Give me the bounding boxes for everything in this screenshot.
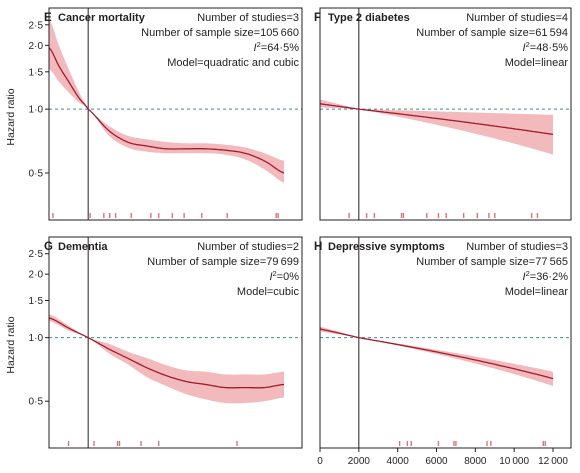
panel-h-annotation: Number of sample size=77 565 — [416, 256, 568, 268]
panel-h-curve — [319, 328, 554, 380]
panel-h-x-tick-label: 6000 — [425, 456, 448, 467]
panel-g-y-tick-label: 1·0 — [29, 333, 44, 344]
panel-h-x-tick-label: 8000 — [464, 456, 487, 467]
panel-g-curve — [48, 317, 285, 389]
panel-h-annotation: Model=linear — [505, 286, 569, 298]
panel-h-x-tick-label: 2000 — [348, 456, 371, 467]
panel-h-confidence-band — [320, 326, 553, 386]
panel-g-frame — [48, 236, 303, 449]
panel-e-frame — [48, 7, 303, 221]
panel-h-letter: H — [314, 241, 322, 253]
panel-g-annotation: Number of studies=2 — [197, 241, 299, 253]
panel-f: F Type 2 diabetes Number of studies=4 Numbe… — [314, 7, 572, 221]
panel-e-confidence-band — [49, 19, 284, 183]
panel-g-letter: G — [44, 241, 53, 253]
panel-h-x-tick-label: 10 000 — [499, 456, 529, 467]
panel-g-title: Dementia — [58, 241, 108, 253]
panel-e-curve — [48, 47, 285, 174]
panel-g: 0·5 1·0 1·5 2·0 2·5G Dementia Number of studie… — [29, 236, 303, 449]
panel-e: 0·5 1·0 1·5 2·0 2·5E Cancer mortality Number o… — [29, 7, 303, 221]
panel-g-y-tick-label: 2·5 — [29, 249, 44, 260]
panel-f-curve — [319, 103, 554, 136]
panel-g-y-tick-label: 2·0 — [29, 270, 44, 281]
panel-h: 0 2000 4000 6000 8000 10 000 12 000 H Depressive… — [314, 236, 572, 467]
panel-e-y-tick-label: 1·5 — [29, 67, 44, 78]
panel-h-x-tick-label: 0 — [317, 456, 323, 467]
panel-g-annotation: Model=cubic — [237, 286, 300, 298]
panel-e-annotation: Number of sample size=105 660 — [141, 27, 299, 39]
y-axis-title-bottom: Hazard ratio — [5, 316, 17, 373]
panel-e-annotation: Model=quadratic and cubic — [167, 57, 299, 69]
panel-f-annotation: I2=48·5% — [523, 40, 569, 54]
panel-e-letter: E — [44, 12, 52, 24]
panel-f-annotation: Model=linear — [505, 57, 569, 69]
panel-h-x-tick-label: 12 000 — [538, 456, 568, 467]
panel-f-confidence-band — [320, 99, 553, 155]
panel-f-title: Type 2 diabetes — [328, 12, 410, 24]
panel-g-confidence-band — [49, 314, 284, 404]
panel-h-x-tick-label: 4000 — [387, 456, 410, 467]
y-axis-title-top: Hazard ratio — [5, 88, 17, 145]
panel-g-annotation: Number of sample size=79 699 — [147, 256, 299, 268]
panel-e-y-tick-label: 0·5 — [29, 168, 44, 179]
panel-h-annotation: I2=36·2% — [523, 269, 569, 283]
panel-f-frame — [319, 7, 572, 221]
panel-e-title: Cancer mortality — [58, 12, 146, 24]
panel-h-title: Depressive symptoms — [328, 241, 445, 253]
panel-h-annotation: Number of studies=3 — [466, 241, 568, 253]
panel-f-annotation: Number of studies=4 — [466, 12, 568, 24]
panel-e-y-tick-label: 2·0 — [29, 41, 44, 52]
panel-g-y-tick-label: 0·5 — [29, 397, 44, 408]
panel-h-frame — [319, 236, 572, 449]
panel-e-y-tick-label: 1·0 — [29, 105, 44, 116]
panel-e-annotation: Number of studies=3 — [197, 12, 299, 24]
panel-f-annotation: Number of sample size=61 594 — [416, 27, 568, 39]
panel-e-annotation: I2=64·5% — [254, 40, 300, 54]
panel-g-y-tick-label: 1·5 — [29, 296, 44, 307]
panel-e-y-tick-label: 2·5 — [29, 20, 44, 31]
panel-g-annotation: I2=0% — [269, 269, 299, 283]
panel-f-letter: F — [314, 12, 321, 24]
